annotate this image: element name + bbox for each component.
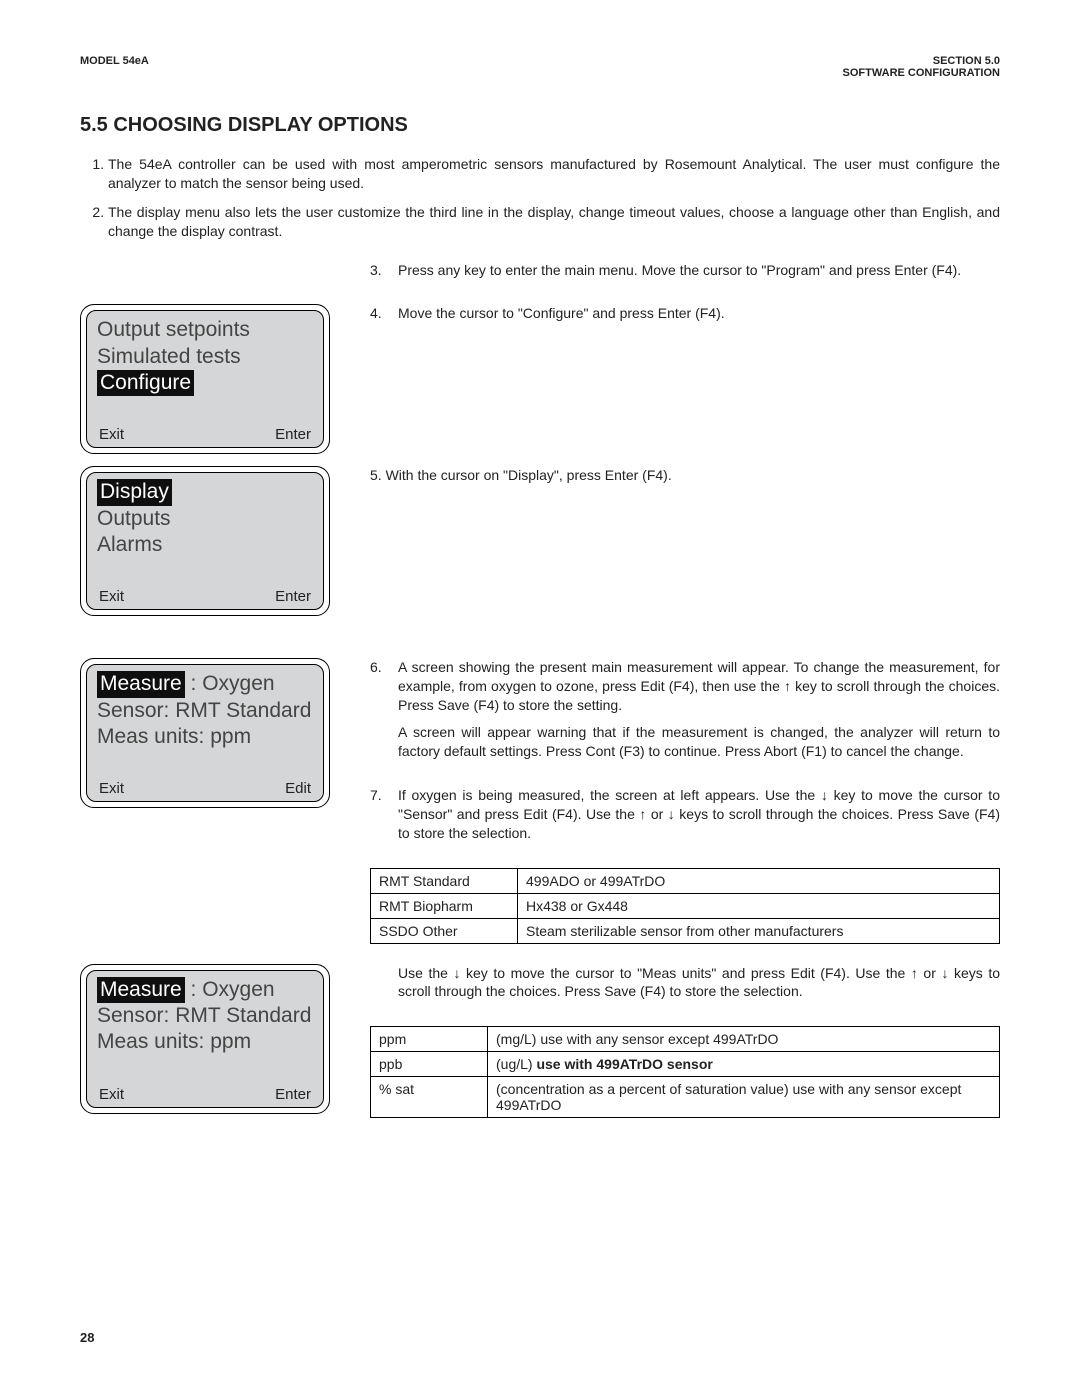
lcd-softkey-enter: Enter (275, 426, 311, 443)
lcd-screen-display: Display Outputs Alarms Exit Enter (80, 466, 330, 616)
table-row: ppm (mg/L) use with any sensor except 49… (371, 1027, 1000, 1052)
lcd-softkey-exit: Exit (99, 1086, 124, 1103)
step-6: 6. A screen showing the present main mea… (370, 658, 1000, 760)
lcd-softkey-edit: Edit (285, 780, 311, 797)
table-row: RMT Standard 499ADO or 499ATrDO (371, 868, 1000, 893)
header-left: MODEL 54eA (80, 55, 149, 79)
page-header: MODEL 54eA SECTION 5.0 SOFTWARE CONFIGUR… (80, 55, 1000, 79)
header-right: SECTION 5.0 SOFTWARE CONFIGURATION (843, 55, 1000, 79)
down-arrow-icon: ↓ (821, 787, 828, 803)
lcd-screen-measure-enter: Measure : Oxygen Sensor: RMT Standard Me… (80, 964, 330, 1114)
lcd-line: Alarms (97, 532, 313, 558)
units-table: ppm (mg/L) use with any sensor except 49… (370, 1026, 1000, 1118)
intro-item-2: The display menu also lets the user cust… (108, 203, 1000, 241)
intro-item-1: The 54eA controller can be used with mos… (108, 155, 1000, 193)
lcd-line-selected: Configure (97, 370, 194, 396)
lcd-line: Simulated tests (97, 344, 313, 370)
lcd-screen-configure: Output setpoints Simulated tests Configu… (80, 304, 330, 454)
lcd-line: Outputs (97, 506, 313, 532)
lcd-line: Measure : Oxygen (97, 977, 313, 1003)
table-row: % sat (concentration as a percent of sat… (371, 1077, 1000, 1118)
lcd-line: Sensor: RMT Standard (97, 698, 313, 724)
lcd-line: Measure : Oxygen (97, 671, 313, 697)
meas-units-instruction: Use the ↓ key to move the cursor to "Mea… (370, 964, 1000, 1002)
step-7: 7. If oxygen is being measured, the scre… (370, 786, 1000, 843)
step-5: 5. With the cursor on "Display", press E… (370, 466, 1000, 485)
table-row: SSDO Other Steam sterilizable sensor fro… (371, 918, 1000, 943)
lcd-softkey-exit: Exit (99, 780, 124, 797)
lcd-softkey-enter: Enter (275, 588, 311, 605)
down-arrow-icon: ↓ (668, 806, 675, 822)
lcd-line-selected: Display (97, 479, 172, 505)
table-row: RMT Biopharm Hx438 or Gx448 (371, 893, 1000, 918)
lcd-line: Meas units: ppm (97, 724, 313, 750)
page-number: 28 (80, 1330, 94, 1345)
step-4: 4. Move the cursor to "Configure" and pr… (370, 304, 1000, 323)
lcd-softkey-enter: Enter (275, 1086, 311, 1103)
lcd-softkey-exit: Exit (99, 588, 124, 605)
lcd-line: Sensor: RMT Standard (97, 1003, 313, 1029)
up-arrow-icon: ↑ (911, 965, 918, 981)
lcd-softkey-exit: Exit (99, 426, 124, 443)
step-3: 3. Press any key to enter the main menu.… (370, 261, 1000, 280)
up-arrow-icon: ↑ (784, 678, 791, 694)
sensor-table: RMT Standard 499ADO or 499ATrDO RMT Biop… (370, 868, 1000, 944)
section-title: 5.5 CHOOSING DISPLAY OPTIONS (80, 114, 1000, 137)
table-row: ppb (ug/L) use with 499ATrDO sensor (371, 1052, 1000, 1077)
lcd-screen-measure-edit: Measure : Oxygen Sensor: RMT Standard Me… (80, 658, 330, 808)
intro-list: The 54eA controller can be used with mos… (80, 155, 1000, 241)
lcd-line: Meas units: ppm (97, 1029, 313, 1055)
lcd-line: Output setpoints (97, 317, 313, 343)
